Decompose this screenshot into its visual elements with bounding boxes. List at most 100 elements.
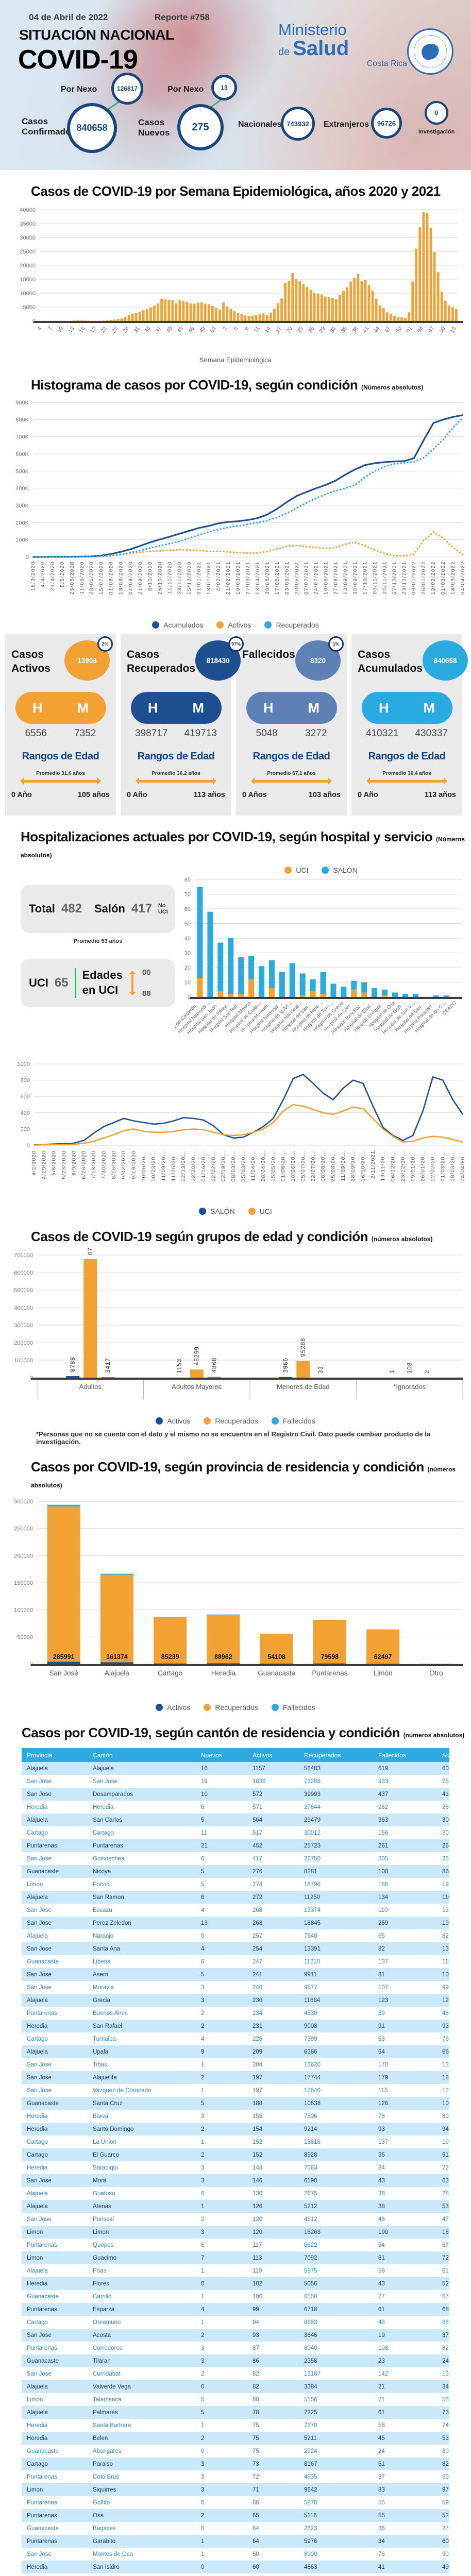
table-cell: 58483: [299, 1762, 373, 1775]
hospital-summary: Total 482 Salón 417 No UCI Promedio 53 a…: [21, 864, 175, 1056]
table-cell: San Jose: [22, 2329, 88, 2342]
confirmados-label: Casos Confirmados: [22, 116, 76, 137]
table-cell: 1: [196, 2316, 247, 2329]
table-cell: 3241: [299, 2573, 373, 2576]
table-cell: 4: [196, 1942, 247, 1955]
svg-text:8788: 8788: [70, 1357, 76, 1372]
svg-text:19: 19: [89, 326, 97, 334]
table-cell: 60: [247, 2548, 299, 2561]
svg-text:10: 10: [184, 980, 191, 986]
svg-text:200: 200: [21, 1126, 30, 1132]
table-cell: 64: [373, 2045, 437, 2058]
svg-text:25/10/2020: 25/10/2020: [157, 561, 163, 595]
table-cell: 65: [373, 1929, 437, 1942]
table-cell: 2: [196, 2071, 247, 2084]
table-cell: 94: [247, 2316, 299, 2329]
svg-text:10/08/2021: 10/08/2021: [324, 561, 329, 595]
table-cell: 137: [373, 1955, 437, 1968]
svg-text:2: 2: [222, 326, 228, 332]
table-cell: San Jose: [22, 2174, 88, 2187]
table-cell: 55: [373, 2496, 437, 2509]
table-cell: 437: [373, 1788, 437, 1801]
svg-text:46299: 46299: [194, 1346, 200, 1365]
histogram-title: Histograma de casos por COVID-19, según …: [31, 377, 424, 393]
table-cell: 8835: [437, 2316, 449, 2329]
svg-text:09/01/2022: 09/01/2022: [411, 561, 417, 595]
table-cell: 43: [373, 2277, 437, 2290]
table-cell: 30406: [437, 1814, 449, 1826]
table-cell: 3: [196, 2354, 247, 2367]
table-cell: 6: [196, 2187, 247, 2200]
table-cell: 259: [373, 1917, 437, 1929]
table-cell: 21: [196, 1839, 247, 1852]
table-cell: 13620: [299, 2058, 373, 2071]
table-cell: 12640: [299, 2084, 373, 2097]
table-cell: Talamanca: [88, 2393, 196, 2406]
svg-text:700K: 700K: [15, 434, 29, 440]
table-cell: 2843: [437, 2187, 449, 2200]
table-cell: Heredia: [22, 2277, 88, 2290]
weekly-bar-chart: 0500010000150002000025000300003500040000…: [20, 207, 463, 334]
table-cell: Turrialba: [88, 2032, 196, 2045]
table-cell: 7: [196, 2251, 247, 2264]
table-cell: Heredia: [22, 2110, 88, 2123]
table-cell: 134: [373, 1891, 437, 1904]
table-cell: 34: [373, 2535, 437, 2548]
svg-text:28/09/20…: 28/09/20…: [350, 1150, 356, 1181]
table-cell: 72: [247, 2470, 299, 2483]
table-cell: 93: [247, 2329, 299, 2342]
table-cell: Santa Cruz: [88, 2097, 196, 2110]
table-cell: 1: [196, 2419, 247, 2432]
table-cell: 4: [196, 2303, 247, 2316]
table-cell: 9796: [437, 2483, 449, 2496]
nacionales-value: 743932: [281, 107, 315, 141]
table-cell: 3: [196, 2470, 247, 2483]
table-cell: 3: [196, 2483, 247, 2496]
table-cell: 2: [196, 2020, 247, 2032]
svg-text:13/09/2021: 13/09/2021: [343, 561, 349, 595]
table-cell: 22750: [299, 1852, 373, 1865]
table-cell: 10952: [437, 2097, 449, 2110]
svg-text:Menores de Edad: Menores de Edad: [277, 1383, 330, 1391]
table-cell: 305: [373, 1852, 437, 1865]
table-cell: Guanacaste: [22, 2290, 88, 2303]
svg-text:10/23/20…: 10/23/20…: [150, 1150, 157, 1181]
age-min-max: 0 Año 113 años: [127, 791, 225, 799]
table-cell: 38: [373, 2200, 437, 2213]
svg-text:35: 35: [340, 326, 349, 334]
table-cell: 73: [247, 2458, 299, 2470]
table-cell: 107: [373, 1981, 437, 1994]
svg-text:28/06/2020: 28/06/2020: [89, 561, 95, 595]
table-cell: 11656: [437, 1891, 449, 1904]
table-cell: Atenas: [88, 2200, 196, 2213]
table-cell: 12023: [437, 1994, 449, 2007]
table-row: San JoseTibas12041362017013994: [22, 2058, 449, 2071]
table-cell: Alajuela: [22, 1762, 88, 1775]
table-cell: La Union: [88, 2136, 196, 2148]
table-cell: 2: [196, 2148, 247, 2161]
table-cell: 148: [247, 2161, 299, 2174]
table-cell: 9008: [299, 2020, 373, 2032]
svg-text:40: 40: [165, 326, 174, 334]
svg-text:25000: 25000: [20, 249, 36, 255]
table-cell: 9911: [299, 1968, 373, 1981]
table-cell: Puntarenas: [22, 2007, 88, 2020]
svg-text:09/01/20…: 09/01/20…: [410, 1150, 416, 1181]
svg-text:28: 28: [122, 326, 130, 334]
svg-text:8/16/2020: 8/16/2020: [111, 1150, 117, 1179]
svg-text:200000: 200000: [14, 1553, 33, 1559]
table-cell: 126: [373, 2097, 437, 2110]
table-row: San JoseCurridabat2821318714213411: [22, 2367, 449, 2380]
table-row: HerediaBarva31557806768037: [22, 2110, 449, 2123]
table-cell: 8040: [299, 2342, 373, 2354]
svg-text:49: 49: [198, 326, 207, 334]
table-cell: 13374: [299, 1904, 373, 1917]
table-cell: 571: [247, 1801, 299, 1814]
table-cell: Garabito: [88, 2535, 196, 2548]
table-cell: Carrillo: [88, 2290, 196, 2303]
rangos-label: Rangos de Edad: [137, 751, 215, 762]
table-cell: 2: [196, 2367, 247, 2380]
table-cell: 71: [373, 2393, 437, 2406]
